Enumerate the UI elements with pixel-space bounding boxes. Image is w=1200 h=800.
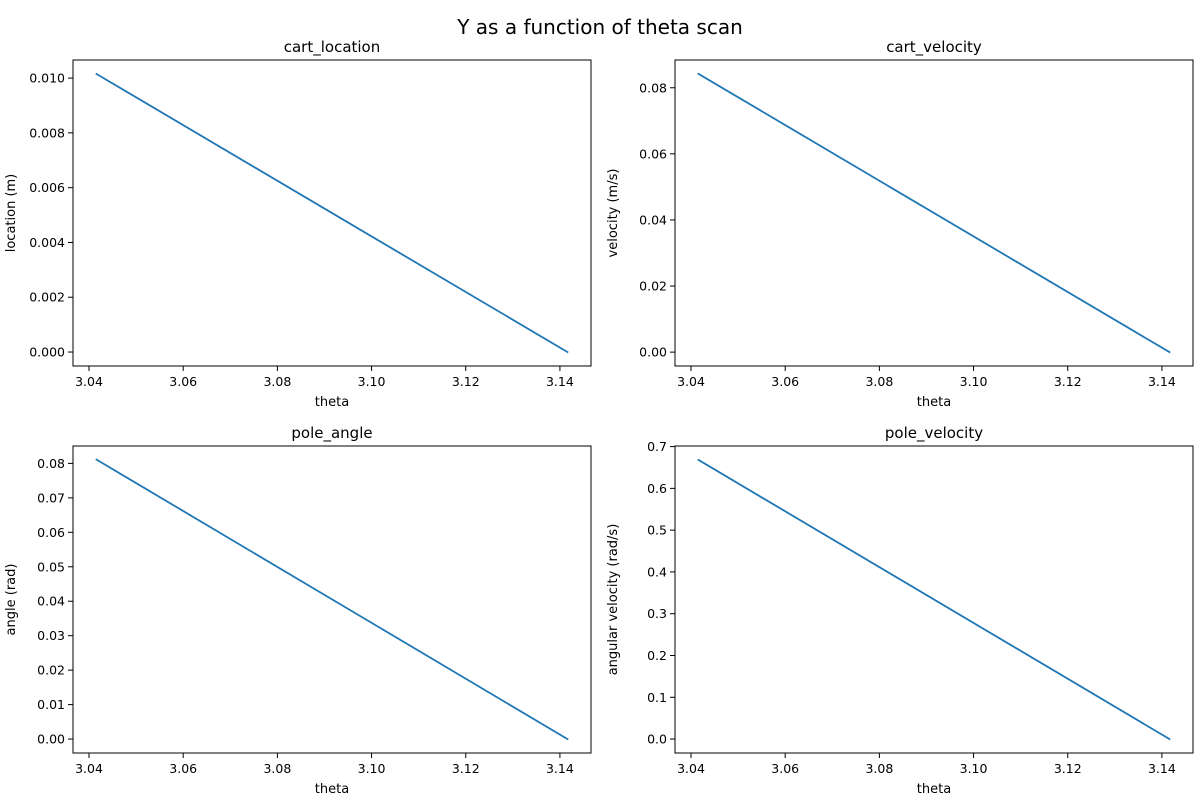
y-tick-label: 0.1 — [647, 690, 667, 705]
y-tick-label: 0.08 — [37, 456, 65, 471]
subplot-cart-location: cart_location 3.04 3.06 3.08 3.10 3.12 3.14 0.0… — [4, 38, 592, 410]
y-axis-label: angle (rad) — [4, 564, 19, 636]
figure-suptitle: Y as a function of theta scan — [456, 15, 743, 39]
x-tick-label: 3.14 — [1148, 374, 1176, 389]
y-tick-label: 0.00 — [639, 345, 667, 360]
y-tick-label: 0.03 — [37, 628, 65, 643]
subplot-grid: cart_location 3.04 3.06 3.08 3.10 3.12 3.14 0.0… — [4, 38, 1194, 797]
axes-title: cart_velocity — [886, 38, 982, 57]
x-tick-label: 3.14 — [546, 374, 574, 389]
y-tick-label: 0.0 — [647, 732, 667, 747]
y-tick-label: 0.02 — [37, 663, 65, 678]
y-tick-label: 0.02 — [639, 279, 667, 294]
axes-title: pole_velocity — [885, 424, 983, 443]
x-tick-label: 3.12 — [452, 761, 480, 776]
x-tick-label: 3.14 — [546, 761, 574, 776]
axes-title: pole_angle — [291, 424, 372, 443]
y-axis-label: angular velocity (rad/s) — [606, 524, 621, 676]
x-tick-label: 3.12 — [1054, 374, 1082, 389]
x-tick-label: 3.12 — [1054, 761, 1082, 776]
x-tick-label: 3.12 — [452, 374, 480, 389]
y-tick-label: 0.7 — [647, 439, 667, 454]
y-tick-label: 0.04 — [639, 212, 667, 227]
x-axis-label: theta — [917, 782, 951, 797]
x-tick-label: 3.10 — [358, 374, 386, 389]
y-tick-label: 0.008 — [29, 125, 65, 140]
series-line — [95, 72, 569, 354]
subplot-pole-velocity: pole_velocity 3.04 3.06 3.08 3.10 3.12 3.14 0.0… — [606, 424, 1194, 797]
y-tick-label: 0.3 — [647, 606, 667, 621]
y-axis-label: velocity (m/s) — [606, 169, 621, 258]
x-tick-label: 3.04 — [75, 374, 103, 389]
axes-frame — [72, 445, 592, 754]
y-tick-label: 0.08 — [639, 80, 667, 95]
x-axis-label: theta — [315, 782, 349, 797]
subplot-pole-angle: pole_angle 3.04 3.06 3.08 3.10 3.12 3.14 0.00 0.… — [4, 424, 592, 797]
x-tick-label: 3.04 — [677, 761, 705, 776]
x-tick-label: 3.08 — [263, 761, 291, 776]
y-tick-label: 0.06 — [37, 525, 65, 540]
y-tick-label: 0.04 — [37, 594, 65, 609]
x-axis-label: theta — [315, 395, 349, 410]
x-tick-label: 3.04 — [75, 761, 103, 776]
x-tick-label: 3.08 — [865, 374, 893, 389]
x-tick-label: 3.06 — [771, 761, 799, 776]
y-axis-label: location (m) — [4, 174, 19, 253]
y-tick-label: 0.01 — [37, 697, 65, 712]
y-tick-label: 0.00 — [37, 732, 65, 747]
y-tick-label: 0.07 — [37, 490, 65, 505]
x-tick-label: 3.06 — [169, 761, 197, 776]
y-tick-label: 0.06 — [639, 146, 667, 161]
y-tick-label: 0.4 — [647, 564, 667, 579]
x-tick-label: 3.10 — [358, 761, 386, 776]
y-tick-label: 0.6 — [647, 481, 667, 496]
y-tick-label: 0.05 — [37, 559, 65, 574]
axes-frame — [674, 59, 1194, 367]
x-tick-label: 3.14 — [1148, 761, 1176, 776]
subplot-cart-velocity: cart_velocity 3.04 3.06 3.08 3.10 3.12 3.14 0.0… — [606, 38, 1194, 410]
series-line — [697, 72, 1171, 354]
axes-frame — [72, 59, 592, 367]
axes-frame — [674, 445, 1194, 754]
y-tick-label: 0.5 — [647, 523, 667, 538]
y-tick-label: 0.2 — [647, 648, 667, 663]
y-tick-label: 0.002 — [29, 290, 65, 305]
x-axis-label: theta — [917, 395, 951, 410]
x-tick-label: 3.06 — [169, 374, 197, 389]
y-tick-label: 0.006 — [29, 180, 65, 195]
series-line — [95, 458, 569, 741]
y-tick-label: 0.010 — [29, 71, 65, 86]
x-tick-label: 3.06 — [771, 374, 799, 389]
axes-title: cart_location — [284, 38, 381, 57]
y-tick-label: 0.000 — [29, 345, 65, 360]
x-tick-label: 3.10 — [960, 374, 988, 389]
x-tick-label: 3.10 — [960, 761, 988, 776]
x-tick-label: 3.08 — [865, 761, 893, 776]
x-tick-label: 3.08 — [263, 374, 291, 389]
series-line — [697, 458, 1171, 741]
x-tick-label: 3.04 — [677, 374, 705, 389]
y-tick-label: 0.004 — [29, 235, 65, 250]
